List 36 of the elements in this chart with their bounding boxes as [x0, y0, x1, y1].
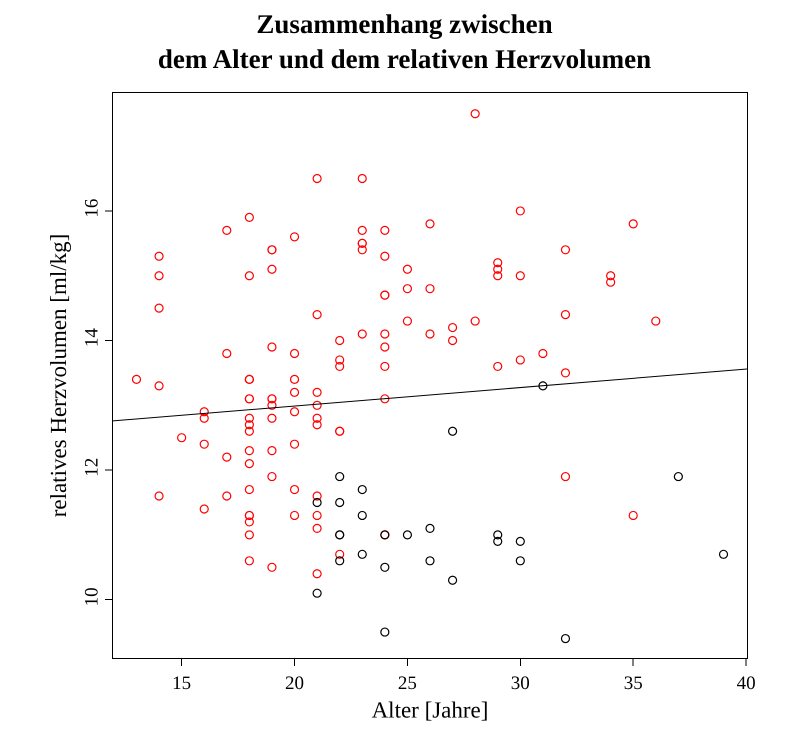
y-tick-label: 14: [81, 328, 102, 348]
point: [335, 556, 344, 566]
point: [516, 556, 525, 566]
point: [402, 530, 412, 540]
point: [312, 498, 322, 508]
x-tick-label: 35: [624, 672, 643, 694]
point: [380, 627, 390, 637]
point: [380, 562, 390, 572]
point: [335, 498, 344, 508]
y-tick-label: 16: [81, 198, 102, 218]
point: [312, 588, 322, 598]
chart-title: Zusammenhang zwischen dem Alter und dem relativen Herzvolumen: [158, 9, 652, 74]
x-axis-title: Alter [Jahre]: [372, 697, 488, 722]
x-tick-label: 40: [736, 672, 756, 694]
point: [358, 510, 367, 520]
point: [718, 550, 728, 559]
point: [538, 381, 548, 390]
point: [493, 536, 502, 546]
point: [358, 484, 367, 494]
y-axis-title: relatives Herzvolumen [ml/kg]: [46, 234, 71, 518]
x-tick-label: 25: [398, 672, 417, 694]
x-tick-label: 20: [285, 672, 304, 694]
point: [674, 472, 683, 482]
point: [448, 576, 458, 585]
y-tick-label: 12: [81, 458, 102, 477]
point: [335, 472, 344, 482]
point: [425, 556, 435, 566]
point: [560, 634, 570, 644]
y-tick-label: 10: [81, 587, 102, 606]
point: [516, 536, 525, 546]
point: [358, 550, 367, 559]
point: [493, 530, 502, 540]
x-tick-label: 30: [510, 672, 530, 694]
x-tick-label: 15: [172, 672, 192, 694]
point: [448, 426, 458, 436]
point: [425, 524, 435, 534]
